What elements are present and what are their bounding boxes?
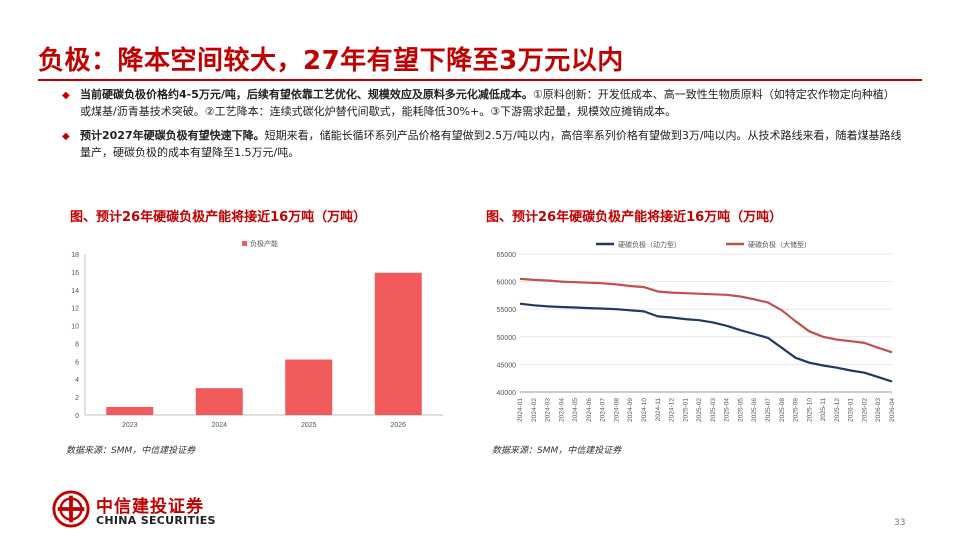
x-tick-label: 2025-02 — [696, 398, 703, 422]
y-tick-label: 60000 — [497, 280, 517, 287]
y-tick-label: 8 — [75, 341, 79, 348]
diamond-bullet-icon: ◆ — [62, 131, 70, 142]
bullet-heading: 预计2027年硬碳负极有望快速下降。 — [80, 129, 265, 142]
x-tick-label: 2024-03 — [545, 398, 552, 422]
y-tick-label: 40000 — [497, 390, 517, 397]
legend-label: 硬碳负极（动力型） — [618, 240, 681, 249]
x-tick-label: 2025-06 — [751, 398, 758, 422]
x-tick-label: 2024-05 — [572, 398, 579, 422]
legend-swatch — [242, 241, 247, 246]
capacity-bar-chart: 0 2 4 6 8 10 12 14 16 18 2023 2024 2025 2026 负极产能 — [71, 239, 443, 429]
y-tick-label: 0 — [75, 413, 79, 420]
x-tick-label: 2025-10 — [806, 398, 813, 422]
x-tick-label: 2026-02 — [861, 398, 868, 422]
x-tick-label: 2024-04 — [558, 398, 565, 422]
left-chart-source: 数据来源：SMM，中信建投证券 — [66, 446, 196, 456]
bullet-list: ◆ 当前硬碳负极价格约4-5万元/吨，后续有望依靠工艺优化、规模效应及原料多元化… — [62, 86, 902, 168]
page-number: 33 — [894, 518, 906, 528]
x-tick-label: 2026-01 — [848, 398, 855, 422]
x-tick-label: 2026 — [390, 422, 406, 429]
x-tick-label: 2025-07 — [765, 398, 772, 422]
x-tick-label: 2023 — [122, 422, 138, 429]
bar — [374, 272, 422, 415]
x-tick-label: 2024-11 — [655, 398, 662, 422]
diamond-bullet-icon: ◆ — [62, 90, 70, 101]
x-tick-label: 2025-11 — [820, 398, 827, 422]
x-tick-label: 2024-10 — [641, 398, 648, 422]
bar — [106, 406, 154, 415]
y-tick-label: 4 — [75, 377, 79, 384]
china-securities-logo-icon — [52, 490, 90, 528]
x-tick-label: 2025-05 — [737, 398, 744, 422]
y-tick-label: 2 — [75, 395, 79, 402]
x-tick-label: 2024-08 — [613, 398, 620, 422]
y-tick-label: 65000 — [497, 252, 517, 259]
bullet-text: 短期来看，储能长循环系列产品价格有望做到2.5万/吨以内，高倍率系列价格有望做到… — [80, 129, 902, 159]
x-tick-label: 2025 — [301, 422, 317, 429]
y-tick-label: 18 — [71, 252, 79, 259]
x-tick-label: 2024-07 — [600, 398, 607, 422]
y-tick-label: 50000 — [497, 335, 517, 342]
y-tick-label: 16 — [71, 270, 79, 277]
x-tick-label: 2026-03 — [875, 398, 882, 422]
logo-name-en: CHINA SECURITIES — [96, 514, 216, 527]
y-tick-label: 12 — [71, 306, 79, 313]
x-tick-label: 2025-04 — [724, 398, 731, 422]
x-tick-label: 2024-09 — [627, 398, 634, 422]
x-tick-label: 2024-02 — [531, 398, 538, 422]
legend-label: 负极产能 — [250, 239, 278, 248]
bar — [195, 388, 243, 415]
bullet-item: ◆ 当前硬碳负极价格约4-5万元/吨，后续有望依靠工艺优化、规模效应及原料多元化… — [62, 86, 902, 120]
y-tick-label: 10 — [71, 324, 79, 331]
y-tick-label: 55000 — [497, 307, 517, 314]
bullet-heading: 当前硬碳负极价格约4-5万元/吨，后续有望依靠工艺优化、规模效应及原料多元化减低… — [80, 88, 533, 101]
legend-label: 硬碳负极（大储型） — [748, 240, 811, 249]
left-chart-caption: 图、预计26年硬碳负极产能将接近16万吨（万吨） — [70, 210, 367, 225]
x-tick-label: 2024 — [211, 422, 227, 429]
series-line-power — [519, 302, 893, 383]
title-divider — [38, 79, 922, 81]
x-tick-label: 2025-03 — [710, 398, 717, 422]
price-line-chart: 40000 45000 50000 55000 60000 65000 2024-01 202… — [497, 240, 896, 422]
bar — [285, 359, 333, 415]
y-tick-label: 45000 — [497, 362, 517, 369]
x-tick-label: 2024-12 — [669, 398, 676, 422]
series-line-storage — [519, 277, 893, 354]
x-tick-label: 2024-01 — [517, 398, 524, 422]
x-tick-label: 2026-04 — [889, 398, 896, 422]
x-tick-label: 2025-12 — [834, 398, 841, 422]
x-tick-label: 2024-06 — [586, 398, 593, 422]
x-tick-label: 2025-09 — [793, 398, 800, 422]
x-tick-label: 2025-08 — [779, 398, 786, 422]
bullet-text: ①原料创新：开发低成本、高一致性生物质原料（如特定农作物定向种植）或煤基/沥青基… — [80, 88, 895, 118]
logo-name-cn: 中信建投证券 — [96, 497, 204, 517]
right-chart-source: 数据来源：SMM，中信建投证券 — [492, 446, 622, 456]
y-tick-label: 14 — [71, 288, 79, 295]
bullet-item: ◆ 预计2027年硬碳负极有望快速下降。短期来看，储能长循环系列产品价格有望做到… — [62, 127, 902, 161]
right-chart-caption: 图、预计26年硬碳负极产能将接近16万吨（万吨） — [486, 210, 783, 225]
x-tick-label: 2025-01 — [682, 398, 689, 422]
y-tick-label: 6 — [75, 359, 79, 366]
slide-title: 负极：降本空间较大，27年有望下降至3万元以内 — [38, 46, 624, 76]
